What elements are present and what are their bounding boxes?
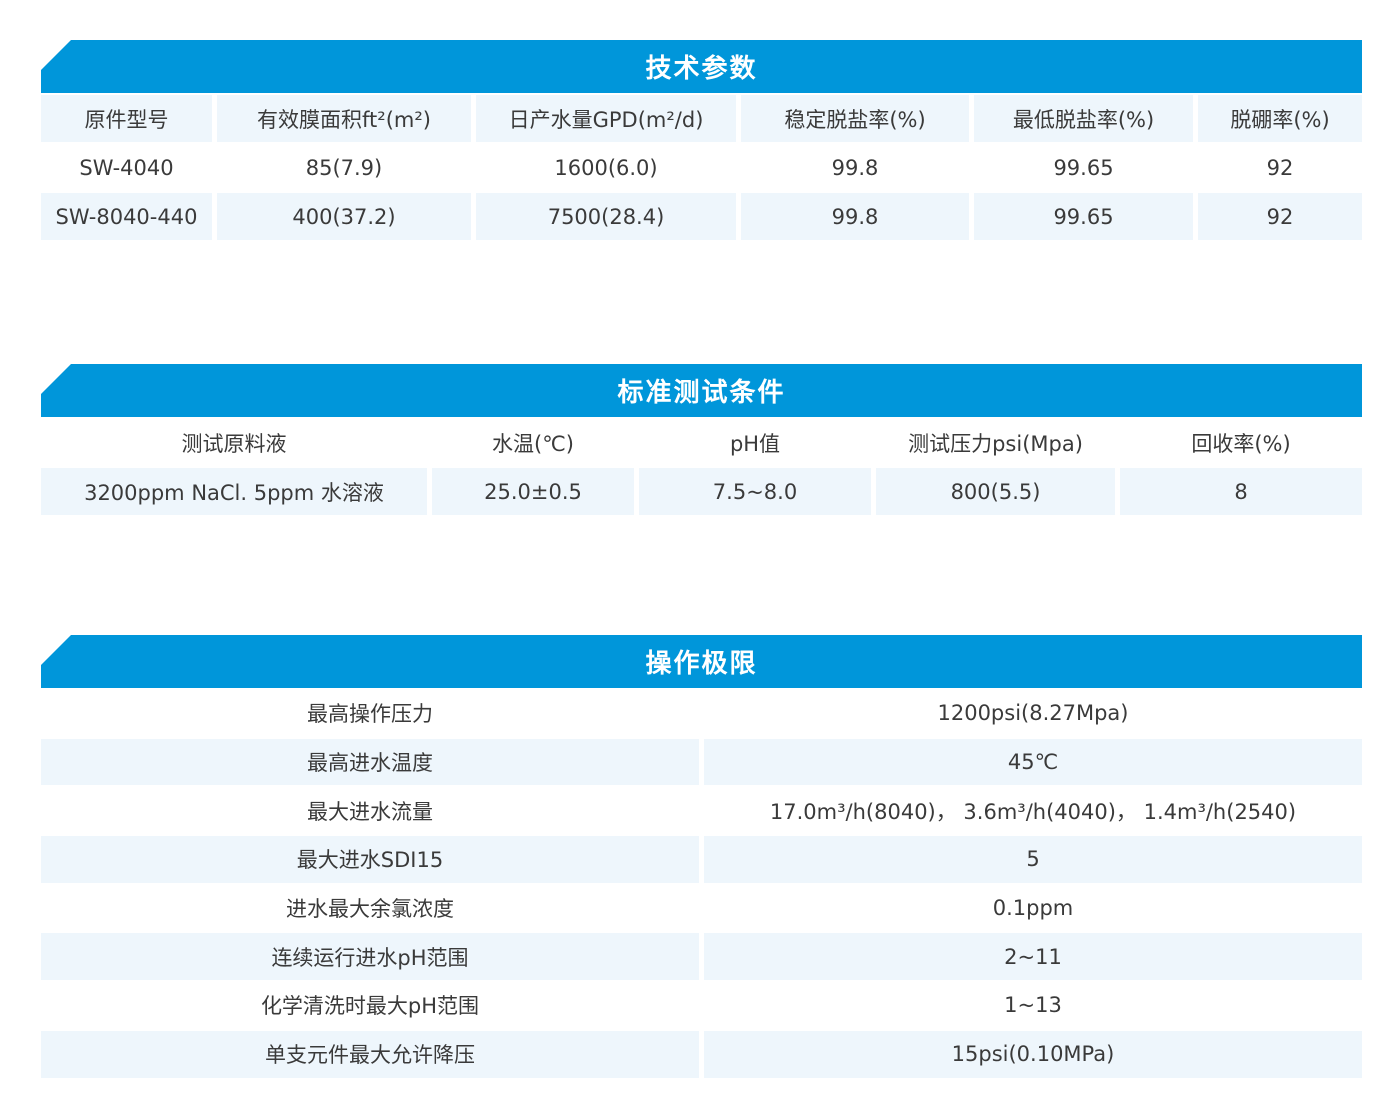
section-title: 操作极限 <box>41 635 1362 688</box>
table-cell: 800(5.5) <box>876 468 1115 515</box>
table-cell: 1200psi(8.27Mpa) <box>937 701 1129 726</box>
table-cell: 25.0±0.5 <box>432 468 634 515</box>
table-cell: SW-4040 <box>79 155 174 180</box>
table-cell: 水温(℃) <box>492 431 574 456</box>
tech-params-table: 技术参数 原件型号 有效膜面积ft²(m²) 日产水量GPD(m²/d) 稳定脱盐率(… <box>41 40 1362 240</box>
table-cell: 3200ppm NaCl. 5ppm 水溶液 <box>41 468 427 515</box>
table-cell: 99.65 <box>1053 155 1114 180</box>
table-cell: 最高操作压力 <box>307 702 433 727</box>
table-cell: 5 <box>704 836 1362 883</box>
table-cell: pH值 <box>729 431 781 456</box>
table-cell: 45℃ <box>704 738 1362 786</box>
table-cell: 化学清洗时最大pH范围 <box>260 994 480 1019</box>
table-cell: 15psi(0.10MPa) <box>704 1030 1362 1078</box>
table-cell: 连续运行进水pH范围 <box>41 933 699 981</box>
table-cell: 92 <box>1198 193 1362 240</box>
table-cell: 日产水量GPD(m²/d) <box>476 95 736 142</box>
table-cell: 原件型号 <box>41 95 212 142</box>
table-cell: 最低脱盐率(%) <box>974 95 1193 142</box>
table-cell: 1600(6.0) <box>554 155 658 180</box>
table-cell: 400(37.2) <box>217 193 471 240</box>
table-cell: 99.8 <box>831 155 879 180</box>
table-cell: 99.65 <box>974 193 1193 240</box>
table-cell: 脱硼率(%) <box>1198 95 1362 142</box>
table-cell: 测试原料液 <box>181 431 287 456</box>
table-cell: 稳定脱盐率(%) <box>741 95 969 142</box>
table-cell: 最大进水流量 <box>307 799 433 824</box>
table-cell: 最高进水温度 <box>41 738 699 786</box>
table-cell: 92 <box>1266 155 1294 180</box>
table-cell: 8 <box>1120 468 1362 515</box>
table-cell: 最大进水SDI15 <box>41 836 699 883</box>
table-cell: 2~11 <box>704 933 1362 981</box>
test-conditions-table: 标准测试条件 测试原料液 水温(℃) pH值 测试压力psi(Mpa) 回收率(%) 32… <box>41 364 1362 515</box>
table-cell: 99.8 <box>741 193 969 240</box>
table-cell: 7500(28.4) <box>476 193 736 240</box>
table-cell: 有效膜面积ft²(m²) <box>217 95 471 142</box>
table-cell: 1~13 <box>1004 993 1062 1018</box>
table-cell: 回收率(%) <box>1191 431 1291 456</box>
table-cell: 进水最大余氯浓度 <box>286 897 454 922</box>
table-cell: 85(7.9) <box>305 155 383 180</box>
table-cell: 17.0m³/h(8040)， 3.6m³/h(4040)， 1.4m³/h(2… <box>769 799 1297 824</box>
table-cell: 测试压力psi(Mpa) <box>908 431 1083 456</box>
table-cell: 7.5~8.0 <box>639 468 871 515</box>
table-cell: SW-8040-440 <box>41 193 212 240</box>
section-title: 技术参数 <box>41 40 1362 93</box>
table-cell: 单支元件最大允许降压 <box>41 1030 699 1078</box>
operating-limits-table: 操作极限 最高操作压力 1200psi(8.27Mpa) 最高进水温度 45℃ 最大进水… <box>41 635 1362 1078</box>
table-cell: 0.1ppm <box>992 896 1074 921</box>
section-title: 标准测试条件 <box>41 364 1362 417</box>
